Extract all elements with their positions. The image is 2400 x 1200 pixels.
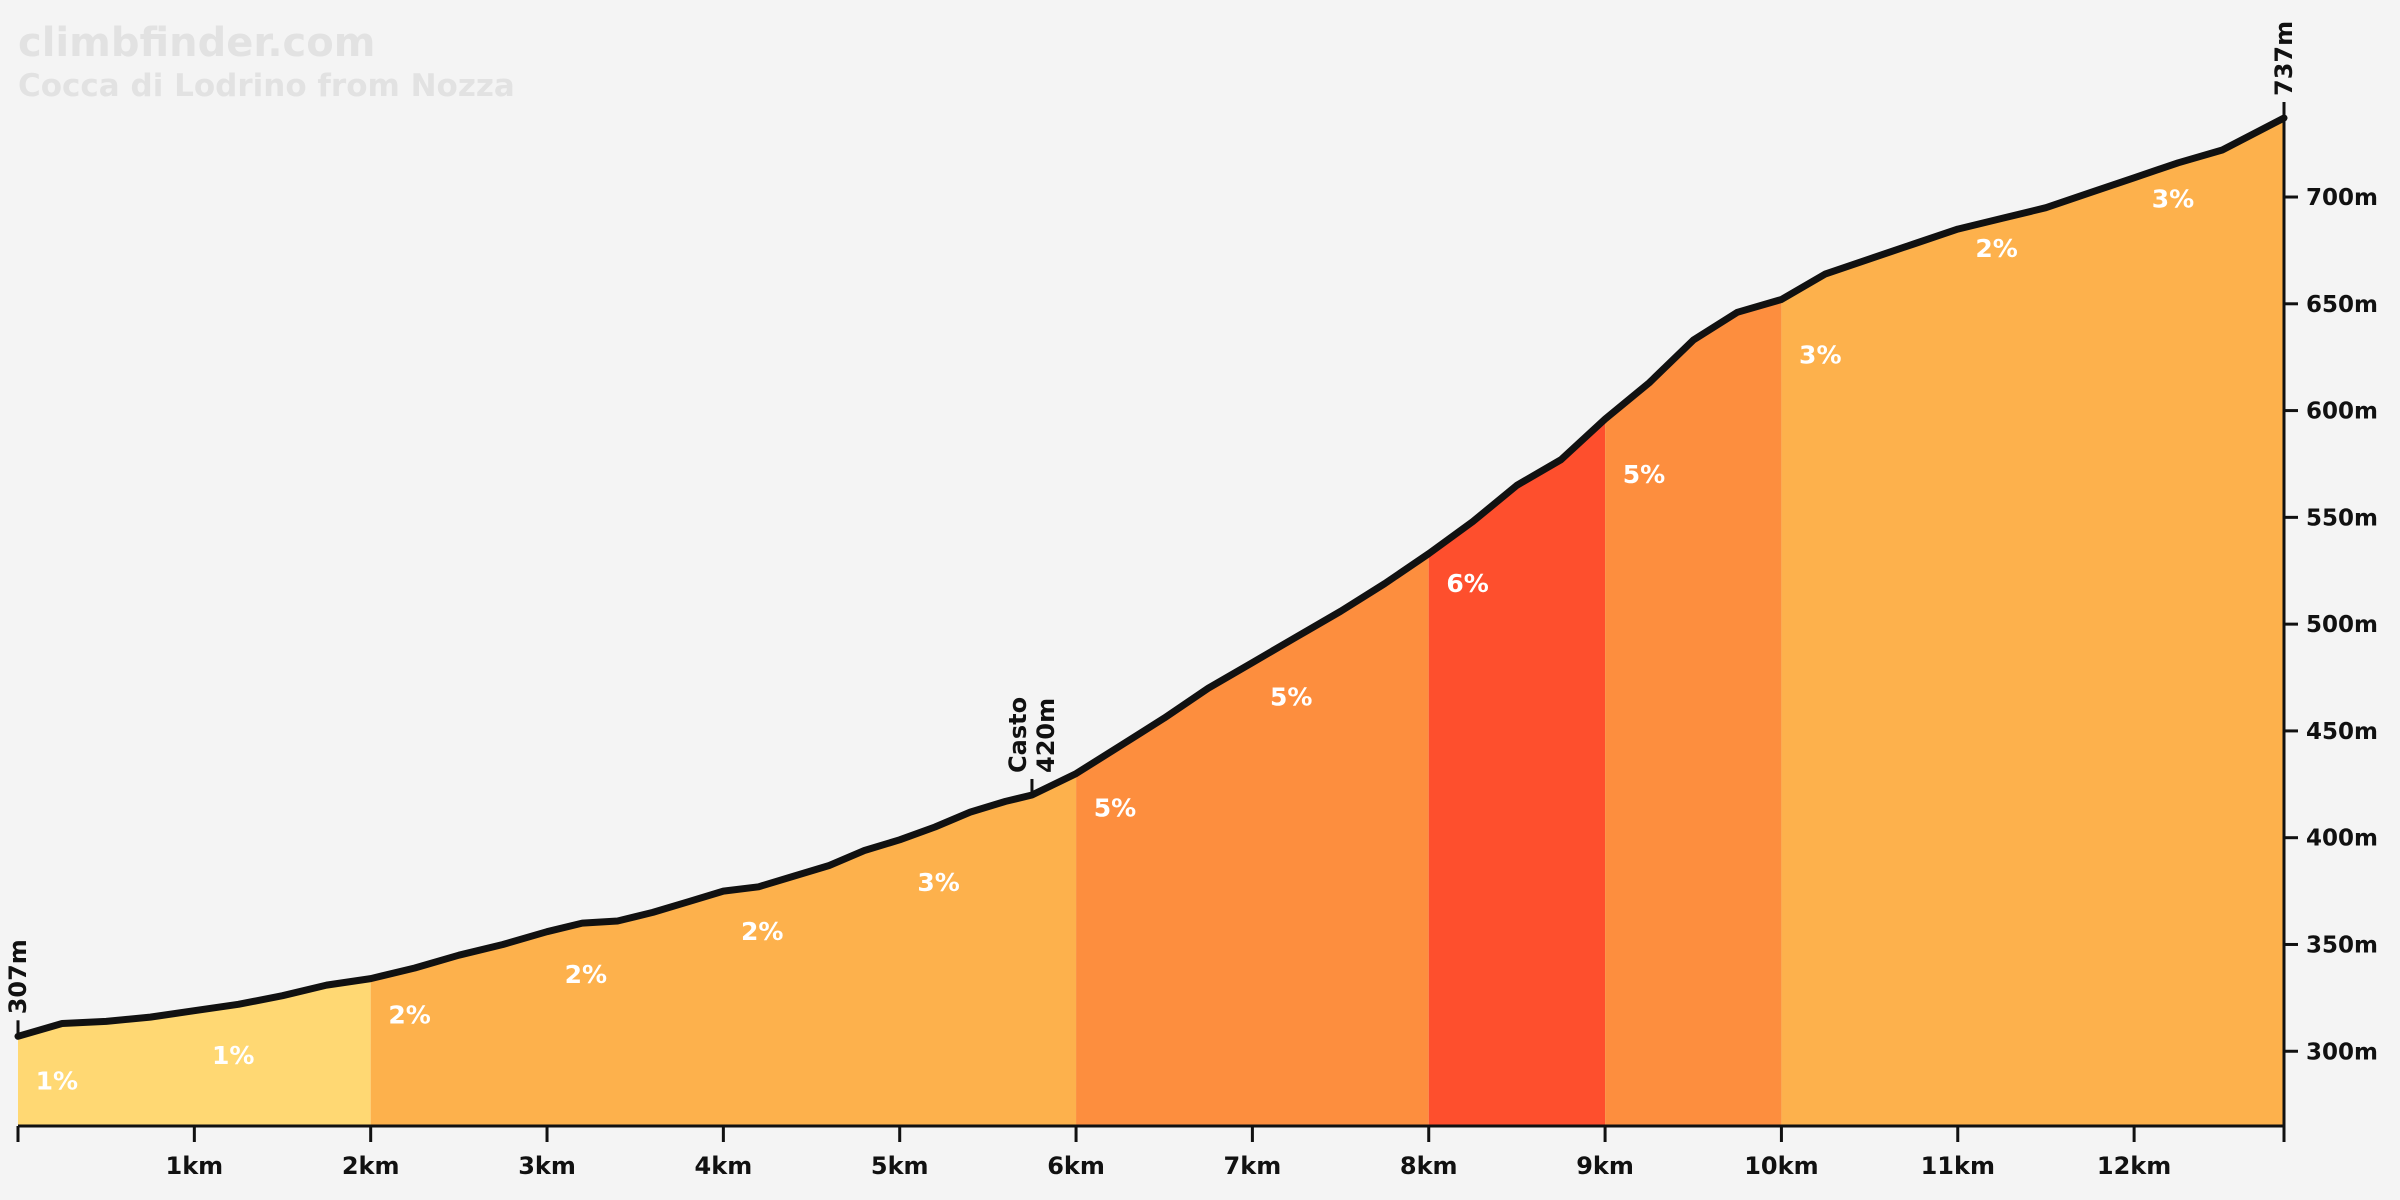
grade-label: 2%: [741, 917, 783, 946]
waypoint-elevation: 307m: [4, 939, 32, 1014]
climb-name: Cocca di Lodrino from Nozza: [18, 68, 515, 104]
grade-label: 2%: [565, 960, 607, 989]
y-tick-label: 500m: [2306, 612, 2378, 638]
grade-segment-4: [1428, 419, 1606, 1127]
x-tick-label: 2km: [342, 1152, 400, 1180]
y-tick-label: 300m: [2306, 1039, 2378, 1065]
y-tick-label: 450m: [2306, 719, 2378, 745]
grade-label: 3%: [917, 868, 959, 897]
x-tick-label: 10km: [1744, 1152, 1818, 1180]
x-tick-label: 8km: [1400, 1152, 1458, 1180]
grade-segment-5: [1605, 299, 1782, 1126]
site-brand: climbfinder.com: [18, 20, 375, 66]
x-tick-label: 6km: [1047, 1152, 1105, 1180]
waypoint-elevation: 737m: [2270, 21, 2298, 96]
x-tick-label: 9km: [1576, 1152, 1634, 1180]
grade-label: 6%: [1446, 569, 1488, 598]
y-tick-label: 550m: [2306, 505, 2378, 531]
grade-label: 3%: [1799, 341, 1841, 370]
grade-label: 5%: [1270, 682, 1312, 711]
profile-line: [14, 114, 2288, 1040]
grade-label: 2%: [388, 1000, 430, 1029]
x-tick-label: 5km: [871, 1152, 929, 1180]
grade-segment-3: [1076, 553, 1429, 1126]
grade-label: 1%: [212, 1041, 254, 1070]
grade-segment-1: [18, 978, 371, 1126]
y-tick-label: 650m: [2306, 292, 2378, 318]
x-tick-label: 4km: [695, 1152, 753, 1180]
grade-segments: [18, 118, 2284, 1127]
y-tick-label: 700m: [2306, 185, 2378, 211]
y-axis: 300m 350m 400m 450m 500m 550m 600m 650m 700m: [2282, 118, 2378, 1126]
grade-segment-2: [370, 773, 1077, 1126]
grade-label: 5%: [1094, 793, 1136, 822]
x-tick-label: 3km: [518, 1152, 576, 1180]
grade-segment-6: [1781, 118, 2284, 1126]
grade-label: 2%: [1975, 234, 2017, 263]
y-tick-label: 600m: [2306, 399, 2378, 425]
grade-label: 5%: [1623, 460, 1665, 489]
x-tick-label: 11km: [1921, 1152, 1995, 1180]
grade-label: 1%: [36, 1067, 78, 1096]
y-tick-label: 400m: [2306, 826, 2378, 852]
waypoint-markers: 307m Casto 420m 737m: [4, 21, 2298, 1037]
grade-labels: 1% 1% 2% 2% 2% 3% 5% 5% 6% 5% 3% 2% 3%: [36, 185, 2195, 1096]
x-axis: 1km 2km 3km 4km 5km 6km 7km 8km 9km 10km 11km 12km: [16, 1124, 2286, 1180]
grade-label: 3%: [2152, 185, 2194, 214]
y-tick-label: 350m: [2306, 932, 2378, 958]
waypoint-name: Casto: [1004, 697, 1032, 773]
profile-line-group: [14, 114, 2288, 1040]
x-tick-label: 7km: [1224, 1152, 1282, 1180]
waypoint-elevation: 420m: [1032, 698, 1060, 773]
x-tick-label: 1km: [166, 1152, 224, 1180]
x-tick-label: 12km: [2097, 1152, 2171, 1180]
